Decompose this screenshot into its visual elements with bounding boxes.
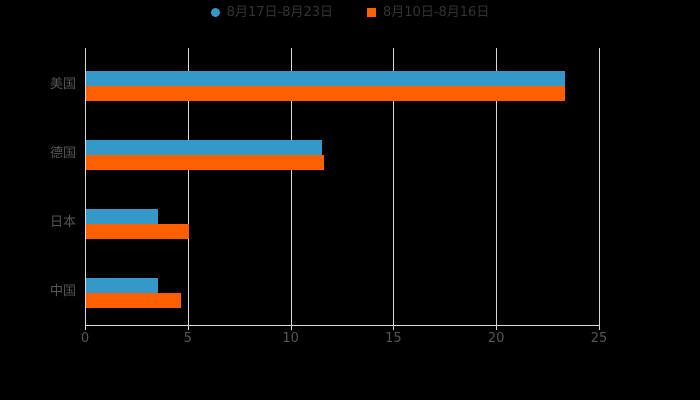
x-tick-label-1: 5 — [183, 331, 192, 346]
legend-item-series-0[interactable]: 8月17日-8月23日 — [210, 5, 333, 20]
x-tick-label-2: 10 — [282, 331, 299, 346]
x-tick-label-5: 25 — [590, 331, 608, 346]
gridline-5 — [187, 48, 189, 325]
x-tick-mark-10 — [290, 325, 292, 330]
gridline-20 — [496, 48, 498, 325]
legend-circle-marker-icon — [210, 8, 220, 17]
legend-label-series-1: 8月10日-8月16日 — [383, 5, 490, 20]
x-tick-label-0: 0 — [80, 331, 90, 346]
gridline-10 — [290, 48, 292, 325]
bar-series-1-category-3[interactable] — [86, 293, 181, 308]
x-tick-mark-15 — [393, 325, 395, 330]
x-tick-mark-0 — [85, 325, 86, 330]
category-label-2: 日本 — [49, 215, 76, 230]
bar-series-1-category-2[interactable] — [86, 224, 189, 239]
category-label-1: 德国 — [49, 146, 76, 161]
legend-item-series-1[interactable]: 8月10日-8月16日 — [367, 6, 489, 19]
y-axis-line — [85, 48, 86, 325]
bar-series-1-category-1[interactable] — [86, 155, 325, 170]
gridline-25 — [599, 48, 600, 325]
category-label-0: 美国 — [49, 77, 76, 92]
x-tick-mark-25 — [599, 325, 600, 330]
bar-series-0-category-2[interactable] — [86, 209, 158, 224]
bar-series-0-category-3[interactable] — [86, 278, 158, 293]
x-tick-label-3: 15 — [385, 331, 402, 346]
gridline-15 — [393, 48, 395, 325]
chart-legend: 8月17日-8月23日 8月10日-8月16日 — [0, 6, 700, 19]
x-tick-mark-20 — [496, 325, 498, 330]
x-tick-label-4: 20 — [487, 331, 505, 346]
bar-series-1-category-0[interactable] — [86, 86, 566, 101]
category-label-3: 中国 — [49, 284, 76, 299]
x-axis-line — [85, 325, 600, 326]
x-tick-mark-5 — [187, 325, 189, 330]
bar-series-0-category-1[interactable] — [86, 140, 323, 155]
x-axis-tick-labels: 0 5 10 15 20 25 — [0, 331, 700, 355]
legend-label-series-0: 8月17日-8月23日 — [226, 5, 333, 20]
bar-series-0-category-0[interactable] — [86, 71, 566, 86]
legend-square-marker-icon — [367, 8, 376, 17]
y-axis-category-labels: 美国 德国 日本 中国 — [0, 48, 76, 325]
plot-area — [85, 48, 600, 325]
